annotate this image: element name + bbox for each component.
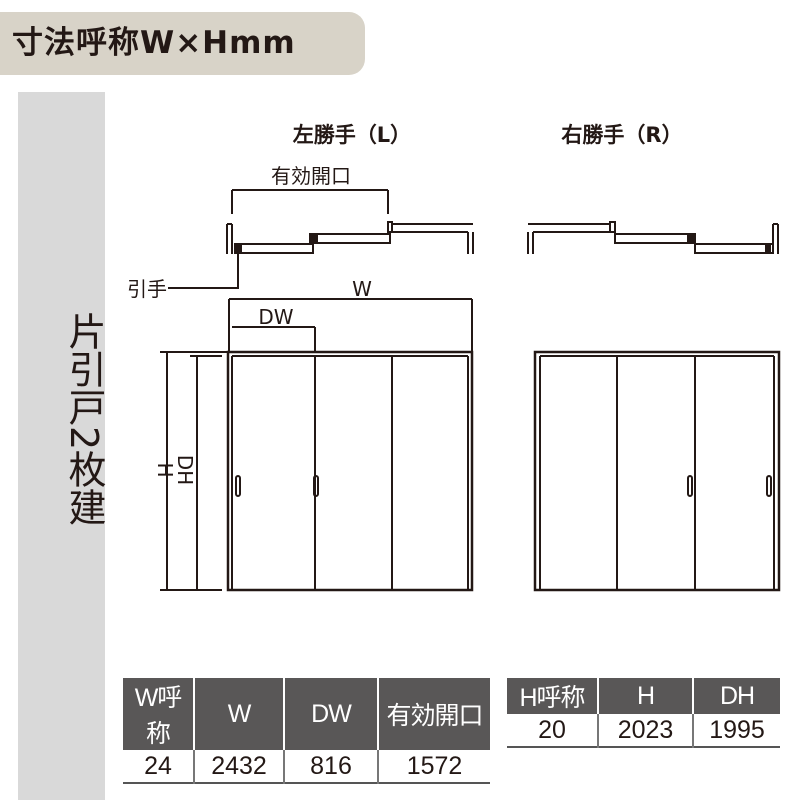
right-plan-view [527, 221, 779, 254]
left-elevation [226, 350, 474, 592]
width-table: W呼称 W DW 有効開口 24 2432 816 1572 [123, 678, 490, 784]
header-cell: DW [283, 678, 378, 750]
value-cell: 1572 [377, 750, 490, 783]
handle-icon [313, 475, 319, 497]
left-title: 左勝手（L） [293, 123, 411, 147]
height-table: H呼称 H DH 20 2023 1995 [507, 678, 780, 748]
right-elevation [533, 350, 781, 592]
header-cell: H [597, 678, 693, 714]
value-cell: 1995 [692, 714, 780, 747]
dw-label: DW [258, 305, 293, 329]
value-cell: 24 [144, 751, 172, 780]
header-cell: 有効開口 [377, 678, 490, 750]
value-cell: 2023 [597, 714, 693, 747]
dh-label: DH [173, 455, 197, 485]
left-plan-view: 有効開口 引手 [127, 164, 474, 301]
header-cell: W [193, 678, 284, 750]
header-cell: H呼称 [507, 678, 598, 714]
w-label: W [352, 277, 372, 301]
header-cell: DH [692, 678, 780, 714]
title-tag: 寸法呼称W×Hmm [0, 12, 365, 75]
effective-opening-label: 有効開口 [271, 164, 351, 188]
value-cell: 20 [538, 715, 566, 744]
h-label: H [153, 462, 177, 477]
header-cell: W呼称 [123, 678, 194, 750]
right-title: 右勝手（R） [561, 123, 682, 147]
door-type-label: 片引戸2枚建 [62, 312, 106, 527]
handle-label: 引手 [127, 277, 167, 301]
side-panel [18, 92, 105, 800]
value-cell: 2432 [193, 750, 284, 783]
handle-icon [766, 475, 772, 497]
handle-icon [235, 475, 241, 497]
handle-icon [687, 475, 693, 497]
value-cell: 816 [283, 750, 378, 783]
dimension-lines: W DW H DH [153, 277, 473, 591]
